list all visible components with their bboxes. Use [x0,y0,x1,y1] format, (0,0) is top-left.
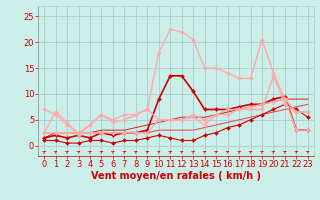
X-axis label: Vent moyen/en rafales ( km/h ): Vent moyen/en rafales ( km/h ) [91,171,261,181]
